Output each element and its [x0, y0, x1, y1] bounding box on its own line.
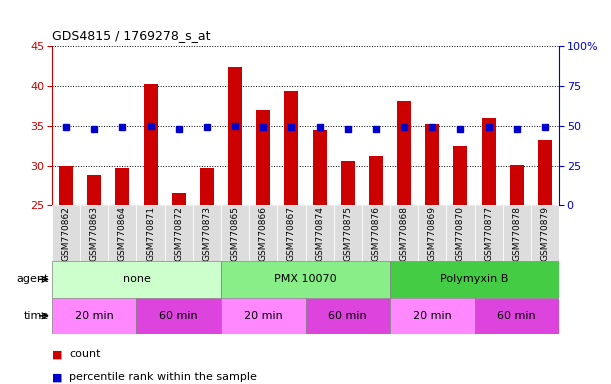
Bar	[52, 298, 136, 334]
Bar	[390, 298, 475, 334]
Text: count: count	[69, 349, 101, 359]
Bar	[277, 205, 306, 261]
Bar	[256, 110, 270, 384]
Bar	[80, 205, 108, 261]
Bar	[390, 261, 559, 298]
Bar	[447, 205, 475, 261]
Text: 60 min: 60 min	[497, 311, 536, 321]
Bar	[369, 156, 383, 384]
Text: GSM770867: GSM770867	[287, 206, 296, 261]
Text: GSM770874: GSM770874	[315, 206, 324, 261]
Bar	[538, 140, 552, 384]
Text: GSM770869: GSM770869	[428, 206, 437, 261]
Bar	[531, 205, 559, 261]
Bar	[249, 205, 277, 261]
Bar	[221, 205, 249, 261]
Bar	[221, 261, 390, 298]
Bar	[108, 205, 136, 261]
Text: GSM770871: GSM770871	[146, 206, 155, 261]
Text: GSM770877: GSM770877	[484, 206, 493, 261]
Text: 20 min: 20 min	[75, 311, 114, 321]
Bar	[59, 166, 73, 384]
Bar	[397, 101, 411, 384]
Text: ■: ■	[52, 372, 66, 382]
Text: 20 min: 20 min	[244, 311, 283, 321]
Text: PMX 10070: PMX 10070	[274, 274, 337, 285]
Bar	[425, 124, 439, 384]
Text: GSM770879: GSM770879	[541, 206, 549, 261]
Bar	[313, 130, 327, 384]
Bar	[418, 205, 447, 261]
Bar	[453, 146, 467, 384]
Bar	[136, 298, 221, 334]
Text: percentile rank within the sample: percentile rank within the sample	[69, 372, 257, 382]
Bar	[193, 205, 221, 261]
Bar	[164, 205, 193, 261]
Bar	[136, 205, 164, 261]
Bar	[52, 261, 221, 298]
Text: GSM770868: GSM770868	[400, 206, 409, 261]
Text: GDS4815 / 1769278_s_at: GDS4815 / 1769278_s_at	[52, 29, 210, 42]
Bar	[115, 168, 130, 384]
Text: GSM770876: GSM770876	[371, 206, 381, 261]
Text: 20 min: 20 min	[413, 311, 452, 321]
Bar	[481, 118, 496, 384]
Text: GSM770870: GSM770870	[456, 206, 465, 261]
Bar	[475, 205, 503, 261]
Text: GSM770865: GSM770865	[230, 206, 240, 261]
Text: Polymyxin B: Polymyxin B	[441, 274, 509, 285]
Text: 60 min: 60 min	[329, 311, 367, 321]
Text: agent: agent	[16, 274, 49, 285]
Text: GSM770873: GSM770873	[202, 206, 211, 261]
Bar	[87, 175, 101, 384]
Text: 60 min: 60 min	[159, 311, 198, 321]
Text: GSM770878: GSM770878	[512, 206, 521, 261]
Text: GSM770872: GSM770872	[174, 206, 183, 261]
Bar	[306, 298, 390, 334]
Bar	[475, 298, 559, 334]
Text: ■: ■	[52, 349, 66, 359]
Bar	[284, 91, 298, 384]
Bar	[510, 165, 524, 384]
Text: GSM770866: GSM770866	[258, 206, 268, 261]
Text: GSM770875: GSM770875	[343, 206, 353, 261]
Text: time: time	[24, 311, 49, 321]
Bar	[144, 84, 158, 384]
Bar	[172, 193, 186, 384]
Text: none: none	[123, 274, 150, 285]
Bar	[52, 205, 80, 261]
Bar	[221, 298, 306, 334]
Text: GSM770862: GSM770862	[62, 206, 70, 261]
Bar	[341, 161, 355, 384]
Bar	[228, 67, 242, 384]
Text: GSM770864: GSM770864	[118, 206, 127, 261]
Text: GSM770863: GSM770863	[90, 206, 99, 261]
Bar	[503, 205, 531, 261]
Bar	[306, 205, 334, 261]
Bar	[200, 168, 214, 384]
Bar	[390, 205, 418, 261]
Bar	[362, 205, 390, 261]
Bar	[334, 205, 362, 261]
